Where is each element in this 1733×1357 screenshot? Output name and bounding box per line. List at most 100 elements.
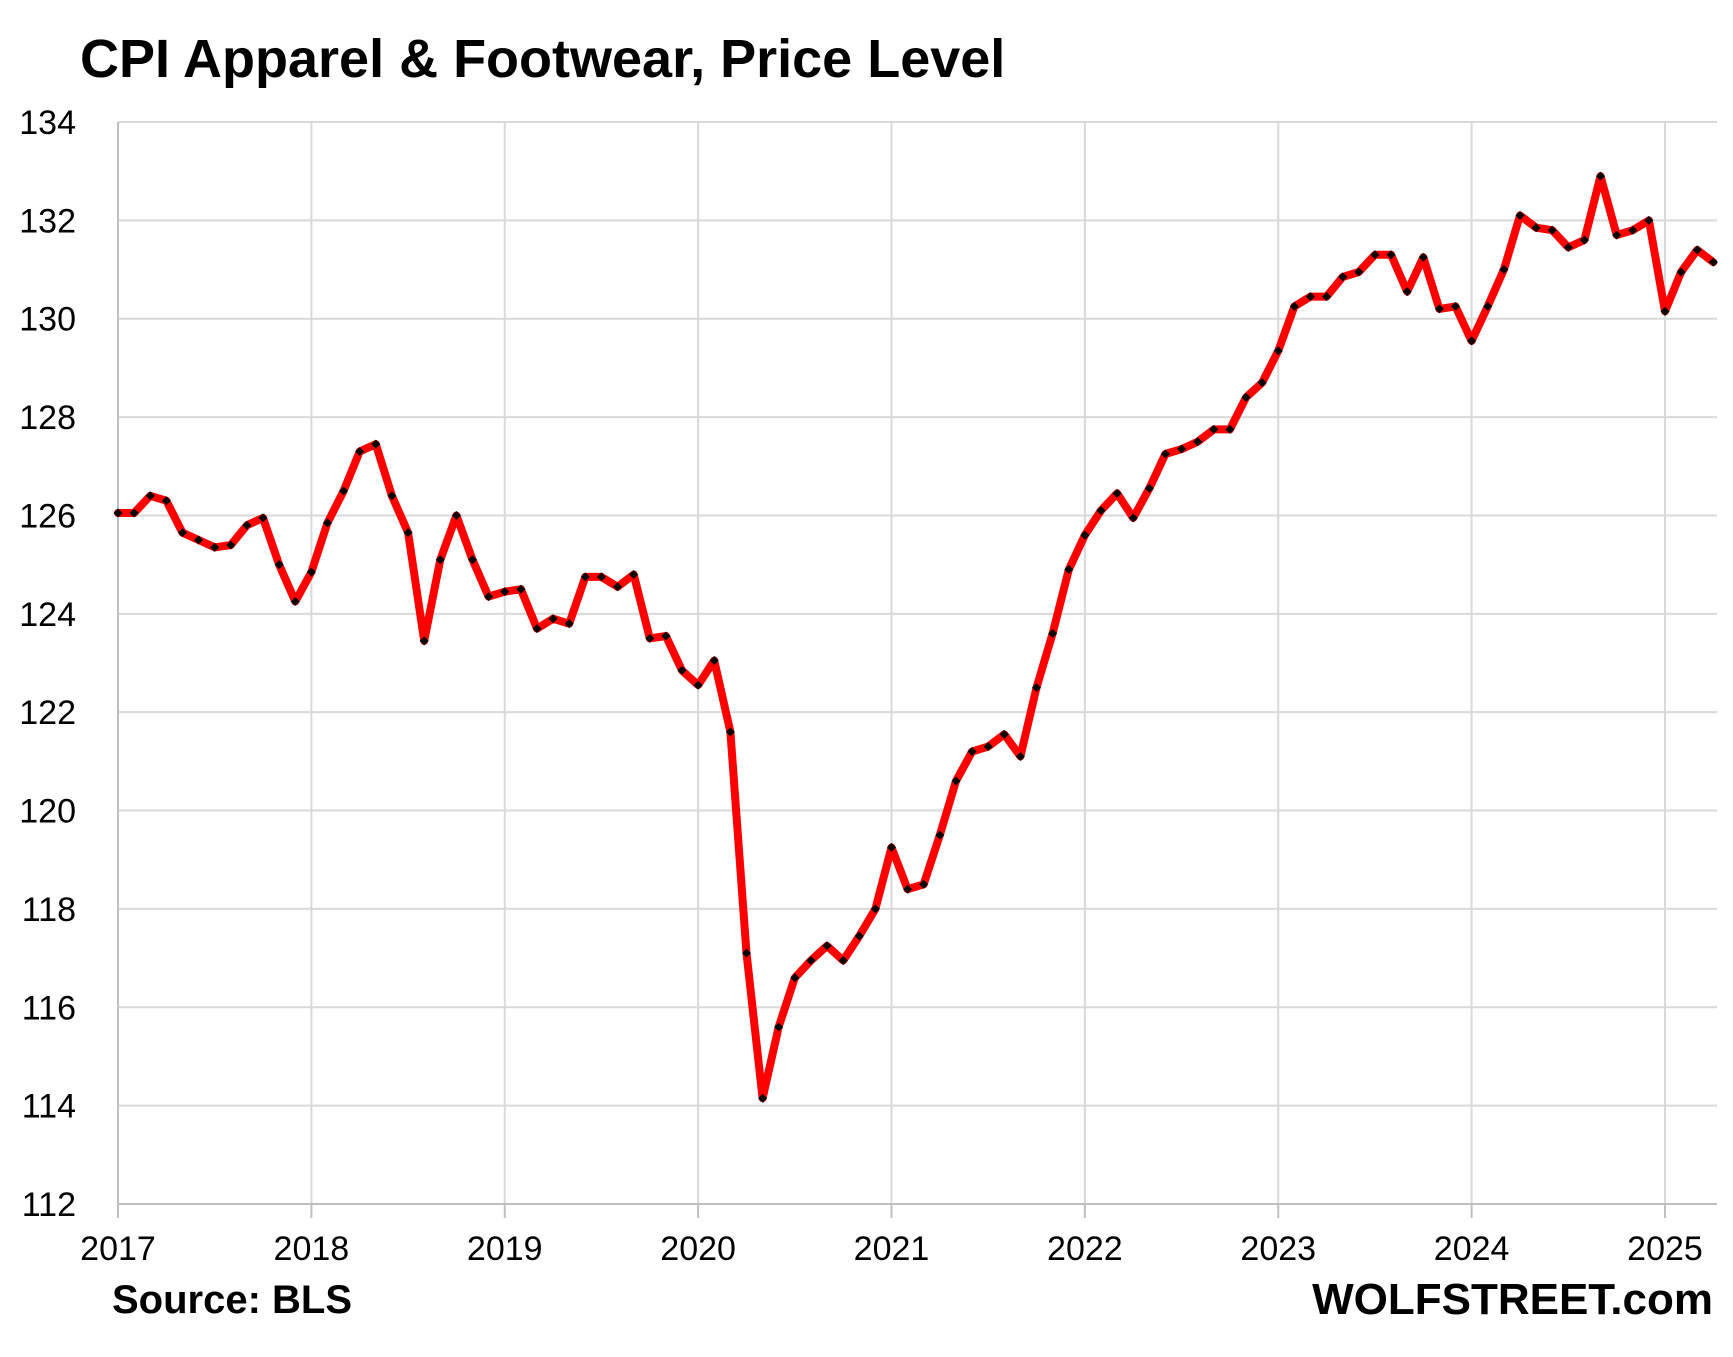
- data-point: [951, 776, 961, 786]
- source-note: Source: BLS: [112, 1278, 353, 1322]
- data-point: [500, 587, 510, 597]
- data-point: [161, 496, 171, 506]
- data-point: [371, 439, 381, 449]
- data-point: [387, 491, 397, 501]
- data-point: [435, 555, 445, 565]
- x-tick-label: 2017: [80, 1230, 156, 1268]
- data-point: [113, 508, 123, 518]
- data-point: [484, 592, 494, 602]
- data-point: [919, 879, 929, 889]
- y-tick-label: 132: [19, 202, 76, 240]
- data-point: [1386, 250, 1396, 260]
- data-point: [1096, 506, 1106, 516]
- x-tick-label: 2024: [1434, 1230, 1510, 1268]
- data-point: [758, 1093, 768, 1103]
- chart-title: CPI Apparel & Footwear, Price Level: [80, 29, 1006, 89]
- data-point: [1563, 242, 1573, 252]
- data-point: [1257, 378, 1267, 388]
- data-point: [725, 727, 735, 737]
- data-point: [677, 665, 687, 675]
- data-point: [822, 941, 832, 951]
- data-point: [177, 528, 187, 538]
- data-point: [1499, 265, 1509, 275]
- data-point: [967, 747, 977, 757]
- data-point: [194, 535, 204, 545]
- data-point: [306, 567, 316, 577]
- data-point: [1032, 683, 1042, 693]
- data-point: [468, 555, 478, 565]
- data-point: [1644, 215, 1654, 225]
- data-point: [1225, 424, 1235, 434]
- x-tick-label: 2025: [1627, 1230, 1703, 1268]
- data-point: [580, 572, 590, 582]
- data-point: [1080, 530, 1090, 540]
- data-point: [1402, 287, 1412, 297]
- data-point: [1193, 437, 1203, 447]
- data-point: [1515, 210, 1525, 220]
- data-point: [1160, 449, 1170, 459]
- data-point: [290, 597, 300, 607]
- data-point: [741, 948, 751, 958]
- y-tick-label: 116: [22, 989, 76, 1027]
- data-point: [145, 491, 155, 501]
- data-point: [564, 619, 574, 629]
- data-point: [258, 513, 268, 523]
- data-point: [532, 624, 542, 634]
- data-point: [1579, 235, 1589, 245]
- data-point: [419, 636, 429, 646]
- data-point: [645, 633, 655, 643]
- data-point: [1209, 424, 1219, 434]
- data-point: [1015, 751, 1025, 761]
- y-tick-label: 112: [22, 1186, 76, 1224]
- y-tick-label: 134: [19, 104, 76, 142]
- x-tick-label: 2021: [854, 1230, 930, 1268]
- data-point: [403, 528, 413, 538]
- data-point: [1483, 301, 1493, 311]
- gridlines: [118, 121, 1717, 1204]
- data-point: [274, 560, 284, 570]
- data-point: [1418, 252, 1428, 262]
- data-point: [838, 956, 848, 966]
- data-point: [1692, 245, 1702, 255]
- data-point: [1177, 444, 1187, 454]
- data-point: [1289, 301, 1299, 311]
- data-point: [854, 931, 864, 941]
- data-point: [1612, 230, 1622, 240]
- y-tick-label: 128: [19, 399, 76, 437]
- data-point: [339, 486, 349, 496]
- y-tick-label: 114: [22, 1088, 76, 1126]
- data-point: [693, 680, 703, 690]
- data-point: [1338, 272, 1348, 282]
- data-point: [903, 884, 913, 894]
- y-tick-label: 124: [19, 596, 76, 634]
- y-tick-label: 122: [19, 694, 76, 732]
- data-point: [983, 742, 993, 752]
- data-point: [1241, 392, 1251, 402]
- data-point: [806, 956, 816, 966]
- data-point: [226, 540, 236, 550]
- data-point: [790, 973, 800, 983]
- data-point: [322, 518, 332, 528]
- data-point: [935, 830, 945, 840]
- data-point: [1596, 171, 1606, 181]
- data-point: [1112, 488, 1122, 498]
- x-tick-label: 2019: [467, 1230, 543, 1268]
- y-tick-labels: 112 114 116 118 120 122 124 126 128 130 132 134: [19, 104, 76, 1224]
- series-markers: [113, 171, 1718, 1103]
- x-tick-labels: 2017 2018 2019 2020 2021 2022 2023 2024 2025: [80, 1230, 1703, 1268]
- data-point: [629, 569, 639, 579]
- data-point: [1322, 292, 1332, 302]
- data-point: [1064, 565, 1074, 575]
- data-point: [1451, 301, 1461, 311]
- series-line: [114, 172, 1718, 1103]
- brand-watermark: WOLFSTREET.com: [1312, 1275, 1713, 1324]
- y-tick-label: 120: [19, 793, 76, 831]
- x-tick-label: 2023: [1240, 1230, 1316, 1268]
- data-point: [870, 904, 880, 914]
- data-point: [1273, 346, 1283, 356]
- y-tick-label: 126: [19, 497, 76, 535]
- x-tick-label: 2018: [274, 1230, 350, 1268]
- data-point: [516, 584, 526, 594]
- data-point: [1305, 292, 1315, 302]
- data-point: [1434, 304, 1444, 314]
